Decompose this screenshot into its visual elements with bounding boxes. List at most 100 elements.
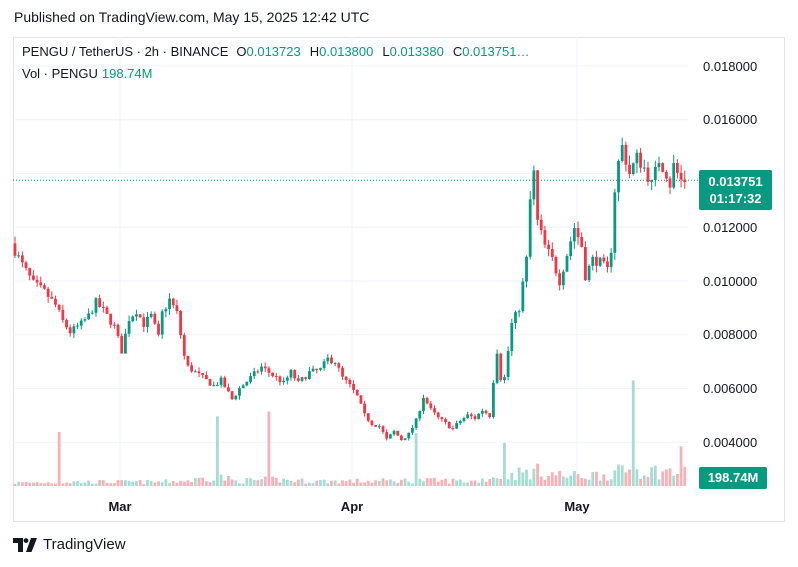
price-chart[interactable]	[13, 37, 785, 522]
volume-bar	[212, 480, 216, 486]
candle-body	[628, 164, 631, 174]
candle-body	[587, 265, 591, 281]
volume-bar	[366, 480, 370, 486]
candle-body	[311, 368, 315, 372]
volume-bar	[263, 476, 267, 486]
volume-bar	[304, 483, 308, 486]
candle-body	[54, 298, 57, 305]
candle-body	[624, 144, 628, 165]
volume-bar	[337, 483, 341, 486]
last-price-tag: 0.013751 01:17:32	[699, 170, 772, 210]
volume-bar	[624, 472, 628, 486]
volume-bar	[543, 479, 547, 486]
volume-bar	[120, 480, 124, 486]
candle-body	[499, 353, 503, 381]
volume-bar	[595, 471, 598, 486]
candle-body	[153, 313, 157, 324]
volume-bar	[201, 477, 205, 486]
y-tick: 0.010000	[703, 274, 758, 289]
candle-body	[304, 377, 308, 379]
volume-bar	[620, 465, 624, 486]
candle-body	[385, 432, 389, 439]
tradingview-logo[interactable]: TradingView	[13, 536, 126, 553]
candle-body	[642, 167, 646, 169]
candle-body	[414, 418, 418, 428]
volume-bar	[561, 476, 565, 486]
volume-bar	[679, 446, 683, 486]
volume-bar	[175, 482, 179, 486]
volume-bar	[444, 478, 447, 486]
candle-body	[381, 426, 385, 433]
volume-bar	[642, 475, 646, 486]
volume-bar	[631, 380, 635, 486]
candle-body	[43, 285, 46, 289]
volume-bar	[683, 466, 687, 486]
candle-body	[403, 438, 407, 441]
volume-bar	[285, 479, 289, 486]
candle-body	[116, 324, 120, 336]
volume-bar	[451, 478, 455, 486]
candle-body	[186, 355, 190, 366]
candle-body	[536, 170, 539, 220]
candle-body	[238, 388, 241, 396]
volume-bar	[326, 483, 330, 486]
candle-body	[598, 257, 602, 266]
volume-bar	[87, 480, 90, 486]
low-value: 0.013380	[389, 44, 444, 59]
candle-body	[418, 410, 422, 419]
volume-bar	[76, 481, 79, 486]
volume-bar	[514, 479, 517, 486]
candle-body	[101, 306, 105, 308]
volume-bar	[322, 479, 326, 486]
volume-bar	[282, 478, 286, 486]
candle-body	[355, 389, 359, 396]
candle-body	[124, 333, 127, 354]
volume-bar	[657, 479, 661, 486]
candle-body	[230, 391, 234, 400]
candle-body	[212, 385, 216, 387]
volume-bar	[216, 416, 219, 486]
candle-body	[278, 376, 282, 383]
candle-body	[672, 163, 676, 188]
candle-body	[61, 309, 65, 320]
volume-bar	[43, 483, 46, 486]
volume-tag: 198.74M	[699, 467, 767, 489]
candle-body	[65, 319, 68, 328]
candle-body	[24, 262, 28, 269]
candle-body	[521, 281, 525, 312]
volume-bar	[116, 480, 120, 486]
volume-bar	[300, 478, 304, 486]
candle-body	[466, 414, 470, 418]
candle-body	[109, 313, 113, 325]
candle-body	[68, 327, 72, 334]
candle-body	[550, 249, 554, 258]
volume-bar	[484, 481, 488, 486]
candle-body	[285, 377, 289, 381]
volume-bar	[348, 479, 352, 486]
candle-body	[193, 371, 197, 373]
candle-body	[17, 255, 21, 257]
candle-body	[98, 298, 102, 307]
volume-bar	[35, 482, 39, 486]
volume-bar	[584, 478, 587, 486]
volume-bar	[635, 469, 639, 486]
candle-body	[473, 416, 477, 419]
volume-bar	[197, 477, 201, 486]
candle-body	[13, 243, 17, 256]
candle-body	[480, 410, 484, 414]
candle-body	[76, 325, 79, 327]
volume-bar	[388, 479, 392, 486]
volume-bar	[160, 482, 164, 486]
candle-body	[135, 314, 138, 317]
chart-frame	[13, 37, 785, 522]
volume-bar	[352, 482, 355, 486]
symbol-label[interactable]: PENGU / TetherUS · 2h · BINANCE	[22, 44, 229, 59]
volume-bar	[24, 481, 28, 486]
candle-body	[112, 324, 116, 326]
y-tick: 0.006000	[703, 381, 758, 396]
candle-body	[223, 377, 227, 388]
candle-body	[83, 319, 87, 321]
candle-body	[370, 420, 374, 426]
volume-bar	[359, 482, 363, 486]
y-tick: 0.012000	[703, 220, 758, 235]
